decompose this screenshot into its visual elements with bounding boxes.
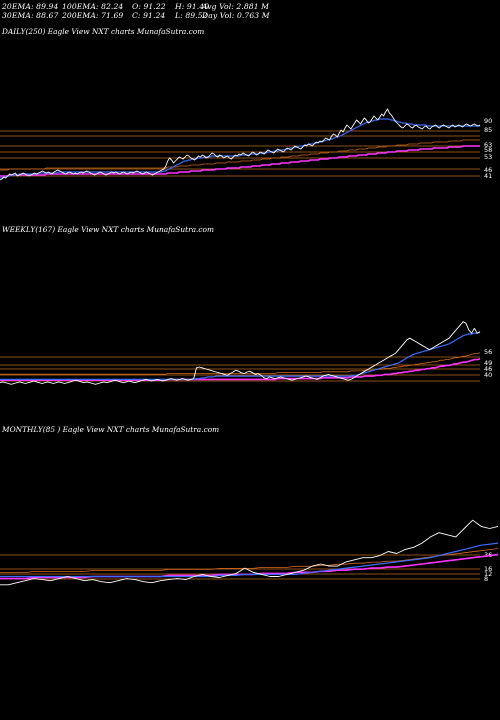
level-label: 85 — [484, 126, 492, 134]
level-label: 8 — [484, 575, 488, 583]
level-label: 53 — [484, 153, 492, 161]
level-label: 41 — [484, 172, 492, 180]
ema-magenta-line — [0, 358, 481, 381]
low-value: L: 89.52 — [175, 11, 208, 20]
close-value: C: 91.24 — [132, 11, 166, 20]
price-line — [0, 519, 499, 586]
ema-blue-line — [0, 542, 499, 578]
level-label: 46 — [484, 365, 492, 373]
ema-orange-line — [0, 548, 499, 574]
high-value: H: 91.40 — [175, 2, 210, 11]
level-label: 12 — [484, 570, 492, 578]
monthly-chart-panel: MONTHLY(85 ) Eagle View NXT charts Munaf… — [0, 424, 500, 594]
ema-blue-line — [0, 331, 481, 380]
level-label: 58 — [484, 146, 492, 154]
ema-orange-line — [0, 139, 480, 171]
level-label: 16 — [484, 565, 492, 573]
indicator-stats: 20EMA: 89.94 100EMA: 82.24 O: 91.22 H: 9… — [0, 2, 500, 24]
weekly-chart-caption: WEEKLY(167) Eagle View NXT charts Munafa… — [2, 225, 214, 234]
ema100-value: 100EMA: 82.24 — [62, 2, 124, 11]
open-value: O: 91.22 — [132, 2, 166, 11]
ema200-value: 200EMA: 71.69 — [62, 11, 124, 20]
level-label: 63 — [484, 141, 492, 149]
daily-chart-panel: DAILY(250) Eagle View NXT charts MunafaS… — [0, 26, 500, 190]
level-label: 56 — [484, 348, 492, 356]
daily-chart-caption: DAILY(250) Eagle View NXT charts MunafaS… — [2, 27, 205, 36]
ema-orange-line — [0, 352, 481, 375]
avg-vol-value: Avg Vol: 2.881 M — [202, 2, 270, 11]
weekly-chart-panel: WEEKLY(167) Eagle View NXT charts Munafa… — [0, 224, 500, 392]
ema-magenta-line — [0, 145, 480, 177]
price-line — [0, 321, 481, 385]
ema30-value: 30EMA: 88.67 — [2, 11, 59, 20]
price-line — [0, 108, 481, 181]
day-vol-value: Day Vol: 0.763 M — [202, 11, 270, 20]
level-label: 40 — [484, 371, 492, 379]
level-label: 49 — [484, 359, 492, 367]
ema20-value: 20EMA: 89.94 — [2, 2, 59, 11]
monthly-chart-caption: MONTHLY(85 ) Eagle View NXT charts Munaf… — [2, 425, 220, 434]
level-label: 90 — [484, 117, 492, 125]
level-label: 46 — [484, 166, 492, 174]
